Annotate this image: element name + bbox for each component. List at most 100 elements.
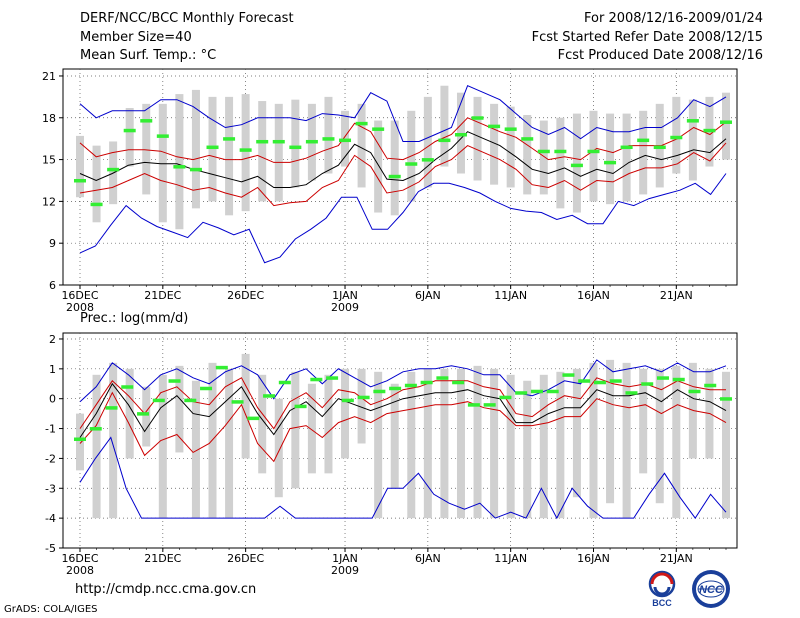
temp-box xyxy=(175,94,184,230)
temp-box xyxy=(722,92,730,160)
temp-box xyxy=(606,113,615,205)
temp-observed-marker xyxy=(256,139,269,144)
prec-observed-marker xyxy=(688,389,701,394)
temp-observed-marker xyxy=(703,128,716,133)
temp-year-label: 2008 xyxy=(66,301,94,314)
prec-observed-marker xyxy=(720,397,732,401)
temp-observed-marker xyxy=(537,149,550,154)
temp-box xyxy=(142,103,151,195)
prec-box xyxy=(506,374,515,519)
temp-observed-marker xyxy=(438,138,451,143)
temp-box xyxy=(440,85,449,167)
prec-line-max xyxy=(79,359,727,403)
temp-box xyxy=(208,96,217,202)
temp-y-tick-label: 21 xyxy=(42,70,56,83)
temp-observed-marker xyxy=(405,162,418,166)
prec-y-tick-label: -4 xyxy=(45,512,56,525)
prec-observed-marker xyxy=(672,377,685,382)
temp-observed-marker xyxy=(471,116,484,120)
prec-observed-marker xyxy=(341,398,354,403)
temp-box xyxy=(390,120,399,216)
temp-observed-marker xyxy=(339,138,352,143)
prec-box xyxy=(672,365,681,519)
source-url[interactable]: http://cmdp.ncc.cma.gov.cn xyxy=(75,582,257,597)
temp-y-tick-label: 12 xyxy=(42,195,56,208)
prec-observed-marker xyxy=(215,365,228,370)
temp-box xyxy=(241,94,250,212)
prec-observed-marker xyxy=(326,376,339,380)
temp-box xyxy=(622,113,631,202)
prec-y-tick-label: 1 xyxy=(49,363,56,376)
prec-box xyxy=(291,371,300,489)
prec-observed-marker xyxy=(436,376,449,380)
prec-box xyxy=(241,353,250,459)
temp-box xyxy=(672,96,681,174)
temp-line-min xyxy=(79,173,727,264)
prec-observed-marker xyxy=(483,403,496,407)
temp-x-tick-label: 16JAN xyxy=(577,289,610,302)
temp-box xyxy=(125,108,134,167)
temp-line-q75 xyxy=(79,117,727,163)
prec-observed-marker xyxy=(247,416,260,421)
chart-title: DERF/NCC/BCC Monthly Forecast xyxy=(80,11,294,26)
bcc-logo-text: BCC xyxy=(652,598,672,608)
prec-x-tick-label: 21JAN xyxy=(660,552,693,565)
temp-box xyxy=(473,96,482,181)
temp-x-tick-label: 11JAN xyxy=(494,289,527,302)
temp-observed-marker xyxy=(637,138,650,143)
temp-x-tick-label: 1JAN xyxy=(332,289,358,302)
temp-frame xyxy=(62,68,738,286)
temp-box xyxy=(490,103,499,185)
prec-x-tick-label: 21DEC xyxy=(144,552,181,565)
prec-box xyxy=(423,368,432,519)
prec-observed-marker xyxy=(263,394,276,398)
prec-box xyxy=(490,368,499,519)
prec-observed-marker xyxy=(74,437,86,442)
temp-box xyxy=(274,103,283,202)
prec-box xyxy=(324,374,333,474)
prec-box xyxy=(374,371,383,519)
temp-box xyxy=(76,135,84,198)
prec-year-label: 2009 xyxy=(331,564,359,577)
temp-box xyxy=(423,96,432,188)
temp-observed-marker xyxy=(670,135,683,140)
ncc-logo-text: NCC xyxy=(699,584,724,596)
prec-box xyxy=(407,371,416,519)
member-size: Member Size=40 xyxy=(80,30,192,45)
temp-box xyxy=(158,103,167,223)
temp-observed-marker xyxy=(206,145,219,150)
prec-observed-marker xyxy=(704,383,717,388)
temp-box xyxy=(572,113,581,213)
prec-box xyxy=(158,374,167,519)
prec-line-min xyxy=(79,436,727,520)
prec-observed-marker xyxy=(200,386,213,391)
prec-box xyxy=(473,365,482,519)
prec-observed-marker xyxy=(373,389,386,394)
prec-box xyxy=(225,368,234,519)
variable-label: Mean Surf. Temp.: °C xyxy=(80,48,217,63)
temp-observed-marker xyxy=(123,128,136,133)
prec-observed-marker xyxy=(184,398,197,403)
temp-observed-marker xyxy=(388,174,401,179)
produced-date: Fcst Produced Date 2008/12/16 xyxy=(557,48,763,63)
prec-y-tick-label: 2 xyxy=(49,333,56,346)
prec-observed-marker xyxy=(578,379,591,383)
temp-x-tick-label: 21JAN xyxy=(660,289,693,302)
temp-observed-marker xyxy=(554,149,567,154)
temp-box xyxy=(506,106,515,188)
prec-observed-marker xyxy=(656,376,669,380)
prec-observed-marker xyxy=(452,380,465,385)
prec-observed-marker xyxy=(278,380,291,385)
prec-observed-marker xyxy=(152,398,165,403)
temp-y-tick-label: 15 xyxy=(42,154,56,167)
temp-observed-marker xyxy=(504,127,517,131)
temp-observed-marker xyxy=(421,158,434,162)
temp-line-median xyxy=(79,131,727,188)
prec-box xyxy=(76,413,84,471)
temp-box xyxy=(357,103,366,188)
prec-year-label: 2008 xyxy=(66,564,94,577)
temp-observed-marker xyxy=(604,160,617,165)
prec-observed-marker xyxy=(168,379,181,383)
temp-box xyxy=(589,110,598,202)
prec-box xyxy=(523,380,532,519)
